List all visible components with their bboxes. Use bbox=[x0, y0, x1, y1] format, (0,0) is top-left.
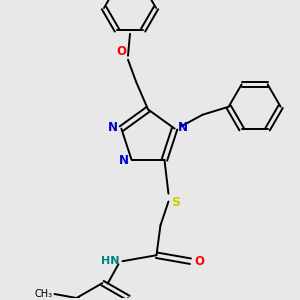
Text: S: S bbox=[172, 196, 181, 208]
Text: CH₃: CH₃ bbox=[34, 289, 52, 299]
Text: O: O bbox=[116, 45, 126, 58]
Text: N: N bbox=[118, 154, 128, 167]
Text: N: N bbox=[178, 121, 188, 134]
Text: N: N bbox=[108, 121, 118, 134]
Text: HN: HN bbox=[101, 256, 119, 266]
Text: O: O bbox=[194, 255, 205, 268]
